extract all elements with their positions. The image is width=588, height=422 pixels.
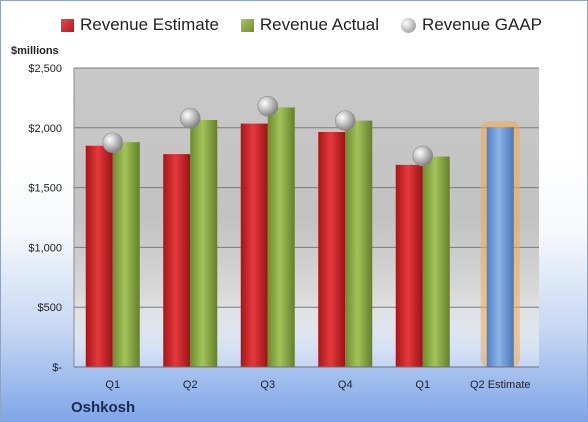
x-tick-label: Q2 Estimate [470,379,531,391]
company-name: Oshkosh [71,399,136,416]
x-tick-label: Q4 [338,379,353,391]
legend-label-gaap: Revenue GAAP [422,15,543,34]
legend-item-gaap: Revenue GAAP [401,15,542,35]
y-tick-label: $2,000 [28,123,62,135]
legend-item-actual: Revenue Actual [240,15,379,35]
point-revenue-gaap [257,95,279,117]
legend-label-estimate: Revenue Estimate [80,15,219,34]
legend-item-estimate: Revenue Estimate [61,15,219,35]
bar-revenue-actual [112,142,140,367]
bar-revenue-estimate [163,154,191,367]
y-tick-label: $2,500 [28,63,62,75]
bar-revenue-forecast [486,127,514,368]
bar-revenue-estimate [240,123,268,367]
y-tick-label: $1,000 [28,242,62,254]
bar-revenue-actual [422,156,450,367]
y-tick-label: $1,500 [28,183,62,195]
x-tick-label: Q1 [415,379,430,391]
point-revenue-gaap [412,145,434,167]
x-tick-label: Q1 [105,379,120,391]
legend-swatch-actual [240,18,254,32]
bar-revenue-estimate [318,131,346,367]
point-revenue-gaap [179,107,201,129]
point-revenue-gaap [334,110,356,131]
x-tick-label: Q2 [183,379,198,391]
bar-revenue-actual [267,107,295,367]
chart-legend: Revenue Estimate Revenue Actual Revenue … [61,15,542,35]
legend-swatch-estimate [61,18,74,32]
x-tick-label: Q3 [260,379,275,391]
bar-revenue-estimate [85,145,113,367]
point-revenue-gaap [102,132,124,154]
plot-area [74,68,539,367]
bar-revenue-estimate [395,164,423,367]
bar-revenue-actual [345,120,373,368]
y-tick-label: $- [52,362,62,374]
y-tick-label: $500 [38,302,62,314]
legend-swatch-gaap [401,17,416,33]
y-axis-label: $millions [11,45,59,57]
bar-revenue-actual [190,120,218,367]
legend-label-actual: Revenue Actual [259,15,379,34]
